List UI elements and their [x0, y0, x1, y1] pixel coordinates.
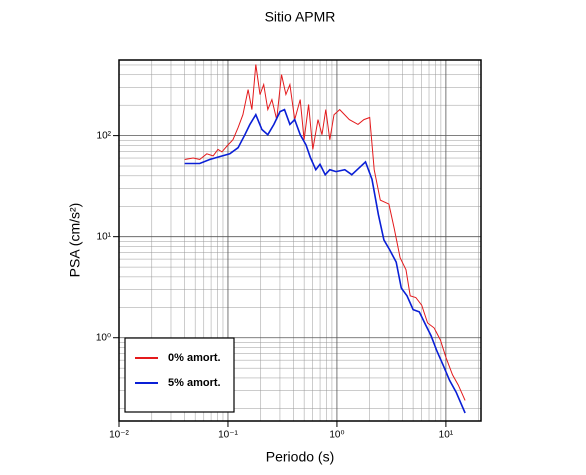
plot-frame: [118, 59, 482, 422]
legend-box: [124, 337, 235, 413]
y-tick-label: 10¹: [97, 231, 112, 242]
y-tick-label: 10²: [97, 130, 112, 141]
y-tick-label: 10⁰: [96, 332, 111, 343]
x-tick-label: 10⁻¹: [218, 430, 238, 441]
x-tick-label: 10¹: [439, 430, 454, 441]
chart-title: Sitio APMR: [265, 9, 336, 25]
legend-label: 5% amort.: [168, 377, 221, 389]
x-axis-label: Periodo (s): [266, 449, 334, 465]
legend-label: 0% amort.: [168, 352, 221, 364]
x-tick-label: 10⁰: [329, 430, 344, 441]
series-line: [184, 108, 466, 414]
series-line: [184, 64, 466, 401]
x-tick-label: 10⁻²: [109, 430, 129, 441]
y-axis-label: PSA (cm/s²): [67, 203, 83, 278]
